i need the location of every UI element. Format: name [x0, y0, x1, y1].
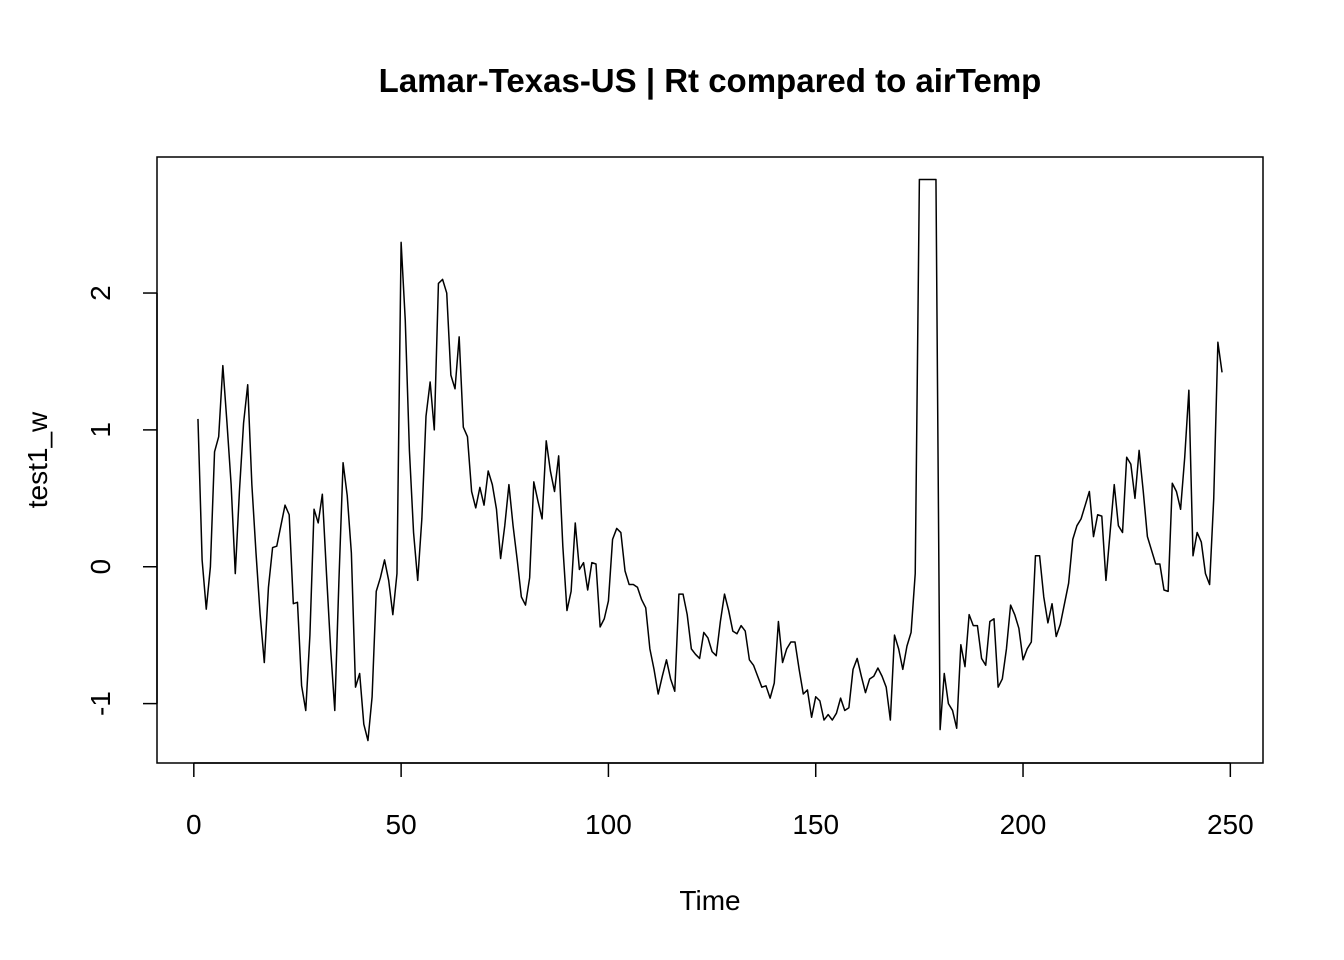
x-tick-label: 250 — [1207, 809, 1254, 840]
x-tick-label: 100 — [585, 809, 632, 840]
x-tick-label: 150 — [792, 809, 839, 840]
x-tick-label: 200 — [1000, 809, 1047, 840]
data-line — [197, 178, 1223, 742]
y-tick-label: -1 — [85, 691, 116, 716]
y-tick-label: 1 — [85, 422, 116, 438]
y-tick-label: 2 — [85, 285, 116, 301]
x-tick-label: 0 — [186, 809, 202, 840]
y-axis-title: test1_w — [22, 411, 53, 508]
chart-title: Lamar-Texas-US | Rt compared to airTemp — [379, 62, 1042, 99]
x-axis-title: Time — [679, 885, 740, 916]
x-tick-label: 50 — [386, 809, 417, 840]
y-tick-label: 0 — [85, 559, 116, 575]
